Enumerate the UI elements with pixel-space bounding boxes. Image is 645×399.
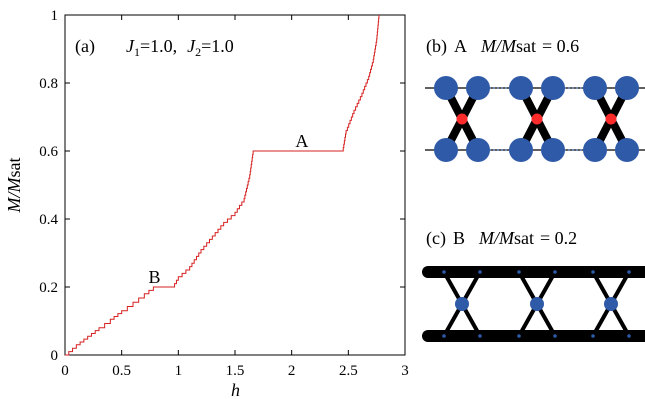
center-spin-site — [456, 113, 468, 125]
spin-site — [434, 138, 458, 162]
x-tick-label: 3 — [401, 363, 409, 379]
small-spin-site — [591, 270, 595, 274]
panel-a-label: (a) — [75, 36, 95, 57]
axis-ticks: 0 0.5 1 1.5 2 2.5 3 0 0.2 0.4 0.6 0.8 1 — [39, 8, 409, 379]
spin-site — [509, 138, 533, 162]
x-tick-label: 0.5 — [112, 363, 131, 379]
plateau-label-a: A — [295, 131, 308, 151]
small-spin-site — [517, 334, 521, 338]
plot-frame — [64, 14, 406, 356]
spin-site — [583, 138, 607, 162]
small-spin-site — [442, 334, 446, 338]
small-spin-site — [478, 270, 482, 274]
spin-site — [434, 76, 458, 100]
spin-site — [615, 138, 639, 162]
y-tick-label: 0.2 — [39, 280, 58, 296]
small-spin-site — [553, 270, 557, 274]
spin-site — [509, 76, 533, 100]
spin-site — [466, 138, 490, 162]
plateau-label-b: B — [148, 267, 160, 287]
center-spin-site — [530, 297, 544, 311]
y-tick-label: 0 — [51, 348, 59, 364]
panel-b-title: (b) A M/Msat = 0.6 — [426, 36, 579, 57]
x-tick-label: 2.5 — [339, 363, 358, 379]
structure-panel-b: (c) B M/Msat = 0.2 — [422, 228, 645, 342]
small-spin-site — [627, 270, 631, 274]
x-tick-label: 1 — [175, 363, 183, 379]
center-spin-site — [455, 297, 469, 311]
magnetization-curve — [65, 15, 380, 356]
x-tick-label: 0 — [61, 363, 69, 379]
center-spin-site — [531, 113, 543, 125]
small-spin-site — [442, 270, 446, 274]
y-axis-label: M/Msat — [4, 158, 24, 214]
small-spin-site — [553, 334, 557, 338]
exchange-parameters: J1=1.0, J2=1.0 — [126, 36, 234, 59]
small-spin-site — [478, 334, 482, 338]
y-tick-label: 1 — [51, 8, 59, 24]
spin-site — [615, 76, 639, 100]
spin-site — [541, 76, 565, 100]
spin-site — [583, 76, 607, 100]
center-spin-site — [604, 297, 618, 311]
x-axis-label: h — [231, 380, 240, 399]
spin-structure-a — [425, 76, 645, 162]
x-tick-label: 2 — [288, 363, 296, 379]
center-spin-site — [605, 113, 617, 125]
y-tick-label: 0.8 — [39, 76, 58, 92]
magnetization-curve-panel: 0 0.5 1 1.5 2 2.5 3 0 0.2 0.4 0.6 0.8 1 (a) J1=1.0, J… — [4, 8, 409, 399]
panel-c-title: (c) B M/Msat = 0.2 — [426, 228, 577, 249]
small-spin-site — [517, 270, 521, 274]
small-spin-site — [627, 334, 631, 338]
structure-panel-a: (b) A M/Msat = 0.6 — [425, 36, 645, 162]
small-spin-site — [591, 334, 595, 338]
x-tick-label: 1.5 — [226, 363, 245, 379]
y-tick-label: 0.6 — [39, 144, 58, 160]
spin-site — [541, 138, 565, 162]
spin-site — [466, 76, 490, 100]
y-tick-label: 0.4 — [39, 212, 58, 228]
spin-structure-b — [422, 266, 645, 342]
